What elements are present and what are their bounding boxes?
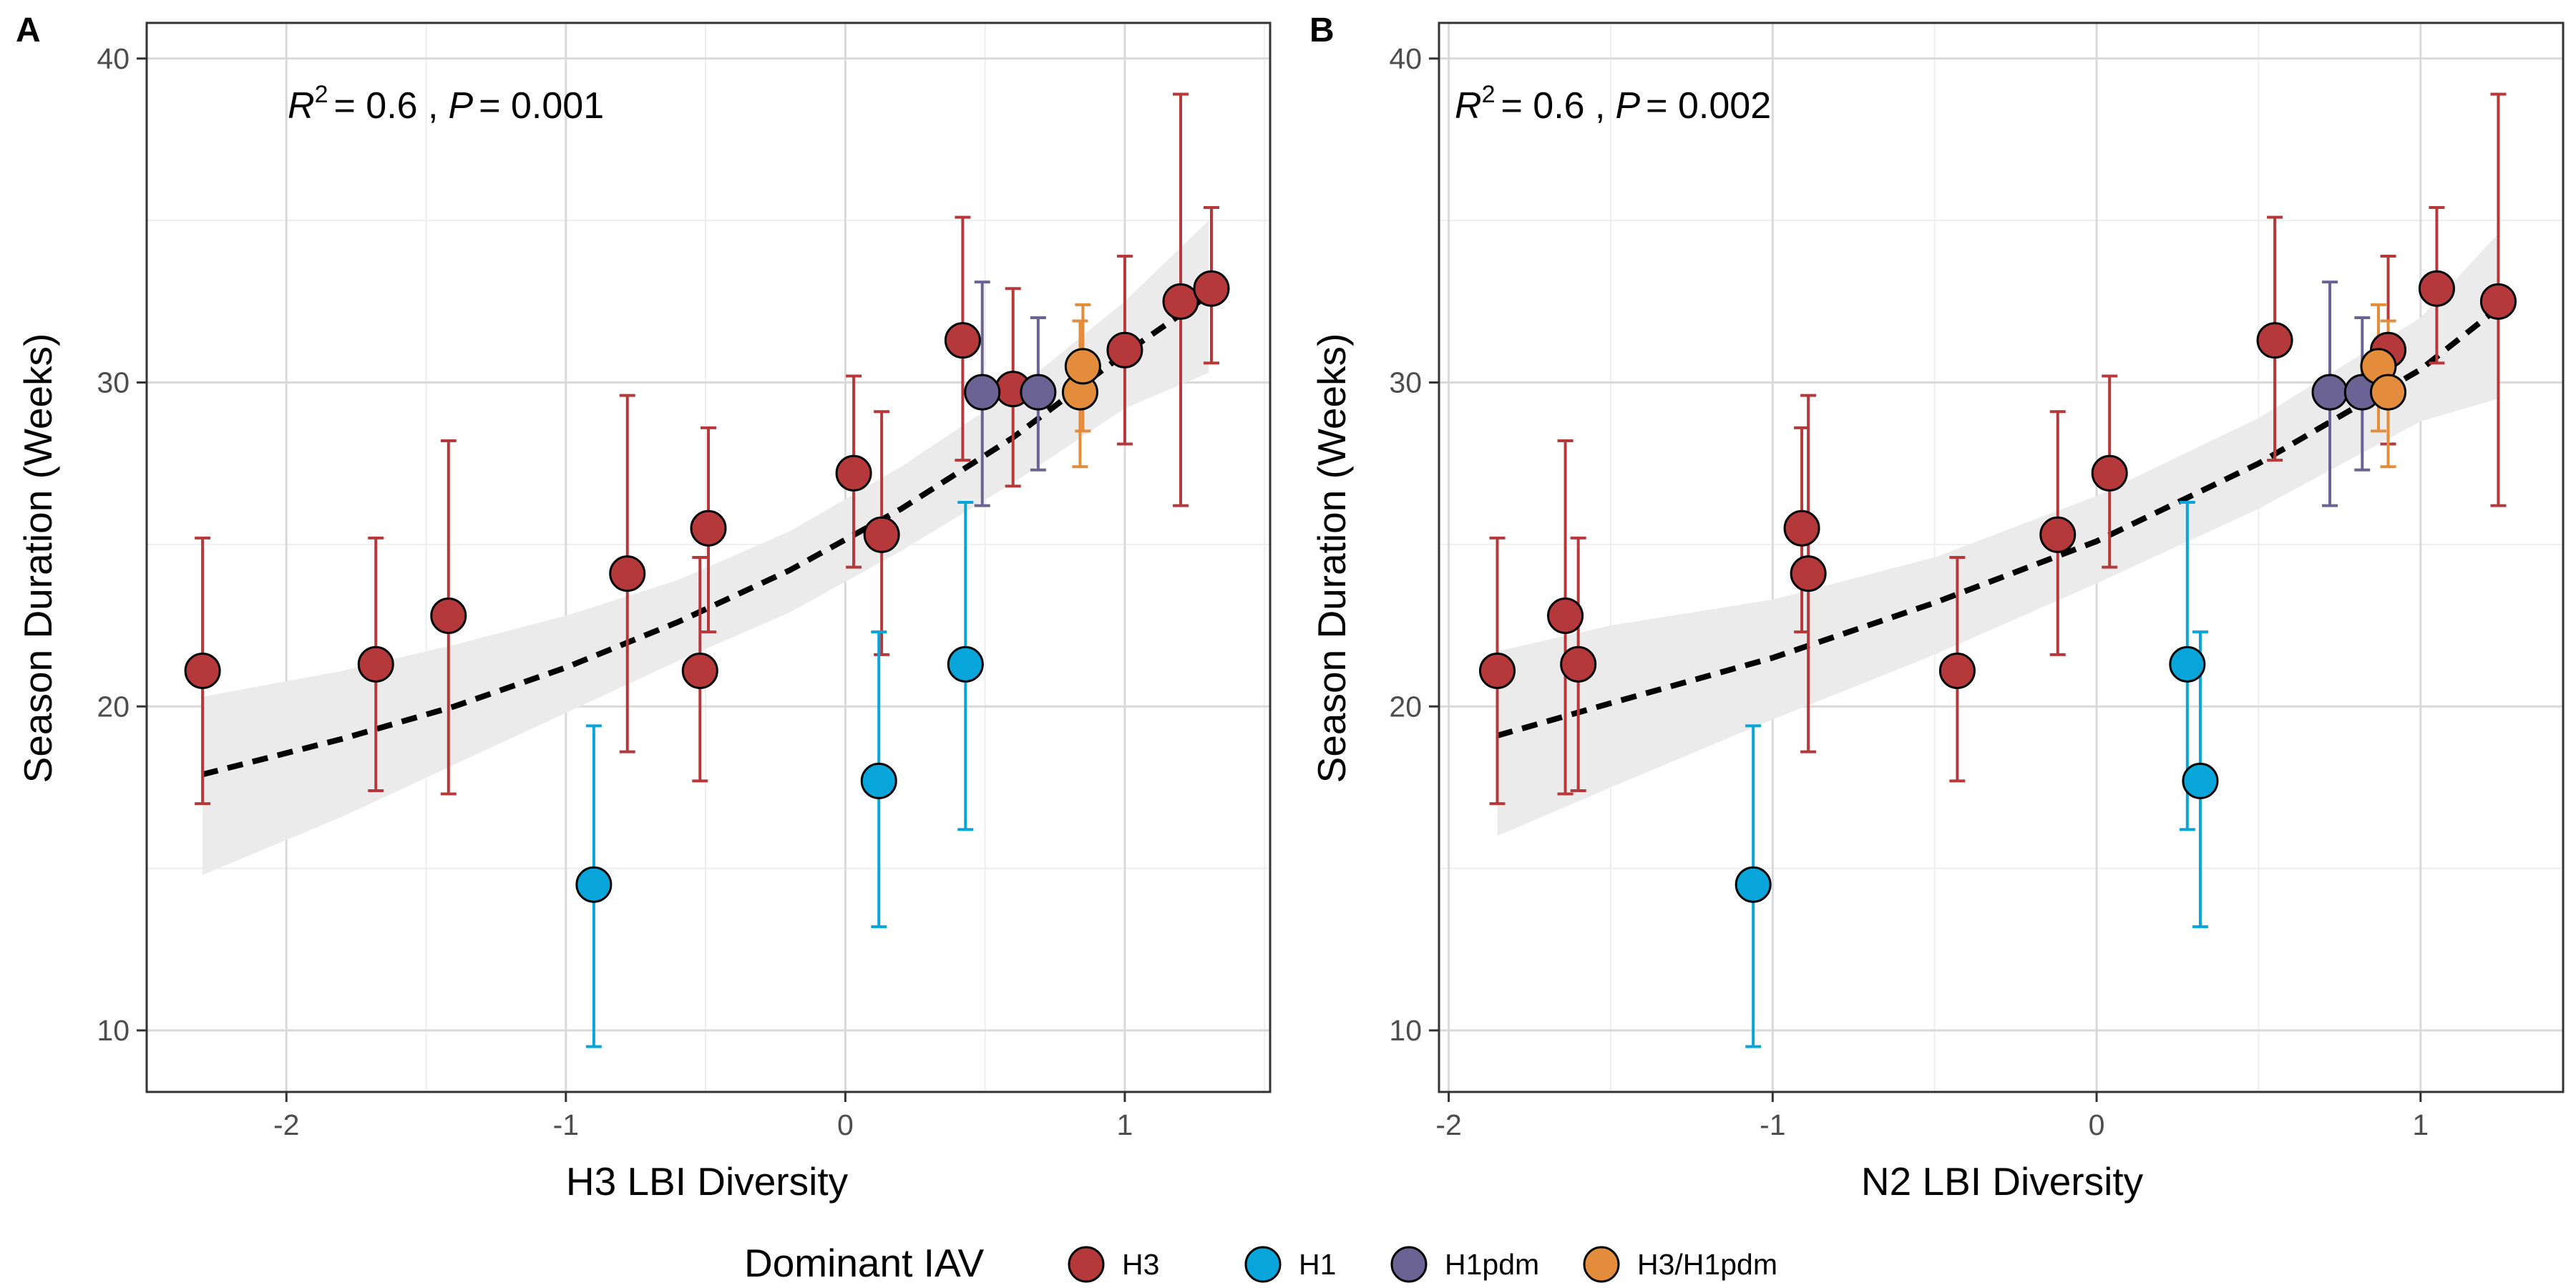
panel-a-point-h3 — [609, 555, 646, 592]
legend-label: H3/H1pdm — [1637, 1248, 1777, 1281]
panel-b-point-h3 — [1478, 652, 1516, 689]
panel-b-point-h3 — [1783, 509, 1820, 547]
panel-b-x-tick-label: 0 — [2089, 1108, 2105, 1141]
panel-a-point-h3 — [835, 454, 872, 492]
panel-a-point-h3 — [430, 597, 467, 634]
panel-b-x-tick-label: 1 — [2412, 1108, 2429, 1141]
panel-b-letter: B — [1309, 11, 1335, 49]
panel-b-point-h3 — [2479, 283, 2517, 320]
panel-a-point-h1 — [575, 866, 613, 903]
panel-a-point-h3 — [184, 652, 221, 689]
panel-a-point-h3 — [1162, 283, 1199, 320]
panel-a-y-axis-title: Season Duration (Weeks) — [16, 333, 60, 784]
panel-b-r2-exp: 2 — [1482, 81, 1496, 108]
panel-a-point-h3 — [1106, 331, 1143, 369]
panel-b-r2-value: = 0.6 , — [1501, 85, 1605, 127]
panel-a-p-label: P — [448, 85, 473, 127]
panel-b-x-axis-title: N2 LBI Diversity — [1861, 1159, 2144, 1204]
panel-a-y-tick-label: 30 — [97, 366, 130, 399]
panel-b-point-h3 — [1560, 645, 1597, 683]
panel-b-point-h1 — [2169, 645, 2206, 683]
panel-b-y-tick-label: 40 — [1389, 42, 1422, 75]
panel-a-ticks: -2 -1 0 1 10 20 30 40 — [97, 42, 1133, 1141]
panel-b: B -2 -1 0 1 10 20 30 40 R2 = 0.6 , P = 0.002 N2 LB… — [1309, 11, 2565, 1204]
panel-b-point-h3 — [2256, 322, 2293, 359]
panel-a-point-h1 — [860, 762, 897, 799]
panel-b-point-h3 — [1938, 652, 1976, 689]
panel-b-point-h1pdm — [2311, 374, 2348, 411]
panel-b-x-tick-label: -2 — [1435, 1108, 1461, 1141]
panel-a-point-h3 — [357, 645, 394, 683]
panel-a-y-tick-label: 40 — [97, 42, 130, 75]
legend-items: H3 H1 H1pdm H3/H1pdm — [1068, 1246, 1777, 1283]
panel-a-frame — [145, 21, 1272, 1093]
legend-item-h3-h1pdm: H3/H1pdm — [1583, 1246, 1777, 1283]
panel-b-point-h1 — [1735, 866, 1772, 903]
panel-a-y-tick-label: 20 — [97, 690, 130, 723]
panel-a: A -2 -1 0 1 10 20 30 40 R2 = 0.6 , P = 0.001 H3 LB… — [16, 11, 1272, 1204]
panel-a-point-h1pdm — [1020, 374, 1057, 411]
panel-a-point-h3 — [944, 322, 981, 359]
panel-a-x-axis-title: H3 LBI Diversity — [566, 1159, 849, 1204]
panel-b-r2-label: R — [1455, 85, 1482, 127]
panel-b-ticks: -2 -1 0 1 10 20 30 40 — [1389, 42, 2429, 1141]
panel-a-r2-label: R — [288, 85, 315, 127]
legend-label: H1pdm — [1445, 1248, 1539, 1281]
panel-b-y-axis-title: Season Duration (Weeks) — [1309, 333, 1354, 784]
panel-b-point-h3-h1pdm — [2370, 374, 2407, 411]
panel-b-point-h3 — [1547, 597, 1584, 634]
legend-swatch — [1390, 1246, 1428, 1283]
panel-b-point-h3 — [1790, 555, 1827, 592]
panel-b-p-value: = 0.002 — [1646, 85, 1771, 127]
panel-a-p-value: = 0.001 — [479, 85, 604, 127]
panel-a-point-h1 — [947, 645, 984, 683]
panel-a-point-h3 — [1193, 270, 1230, 307]
panel-b-point-h1 — [2182, 762, 2219, 799]
legend-swatch — [1583, 1246, 1620, 1283]
legend-swatch — [1068, 1246, 1105, 1283]
panel-b-frame — [1438, 21, 2565, 1093]
panel-b-points — [1478, 270, 2517, 903]
panel-b-point-h3 — [2039, 516, 2077, 553]
panel-a-point-h3 — [681, 652, 718, 689]
legend-item-h3: H3 — [1068, 1246, 1159, 1283]
panel-a-y-tick-label: 10 — [97, 1014, 130, 1047]
panel-a-r2-value: = 0.6 , — [333, 85, 438, 127]
panel-a-x-tick-label: 0 — [837, 1108, 854, 1141]
legend-label: H1 — [1299, 1248, 1336, 1281]
legend-item-h1: H1 — [1244, 1246, 1336, 1283]
legend-item-h1pdm: H1pdm — [1390, 1246, 1539, 1283]
panel-a-r2-exp: 2 — [315, 81, 328, 108]
panel-b-grid — [1439, 23, 2563, 1092]
panel-a-x-tick-label: -1 — [553, 1108, 579, 1141]
panel-b-annotation: R2 = 0.6 , P = 0.002 — [1455, 81, 1771, 127]
panel-b-y-tick-label: 20 — [1389, 690, 1422, 723]
panel-b-point-h3 — [2418, 270, 2455, 307]
panel-b-ribbon-area — [1497, 233, 2499, 836]
legend-label: H3 — [1122, 1248, 1159, 1281]
panel-a-ribbon-area — [203, 220, 1209, 875]
legend-title: Dominant IAV — [744, 1241, 985, 1285]
panel-a-letter: A — [16, 11, 41, 49]
panel-b-p-label: P — [1615, 85, 1640, 127]
panel-a-point-h3 — [690, 509, 727, 547]
panel-a-x-tick-label: 1 — [1117, 1108, 1133, 1141]
panel-a-annotation: R2 = 0.6 , P = 0.001 — [288, 81, 604, 127]
panel-a-point-h3 — [863, 516, 900, 553]
panel-b-y-tick-label: 30 — [1389, 366, 1422, 399]
legend-swatch — [1244, 1246, 1282, 1283]
panel-b-point-h3 — [2091, 454, 2128, 492]
panel-b-confidence-ribbon — [1497, 233, 2499, 836]
panel-a-point-h1pdm — [964, 374, 1001, 411]
legend: Dominant IAV H3 H1 H1pdm H3/H1pdm — [744, 1241, 1777, 1285]
panel-b-y-tick-label: 10 — [1389, 1014, 1422, 1047]
panel-a-point-h3-h1pdm — [1064, 348, 1101, 385]
panel-a-points — [184, 270, 1230, 903]
panel-b-x-tick-label: -1 — [1760, 1108, 1785, 1141]
panel-a-x-tick-label: -2 — [273, 1108, 299, 1141]
panel-a-confidence-ribbon — [203, 220, 1209, 875]
